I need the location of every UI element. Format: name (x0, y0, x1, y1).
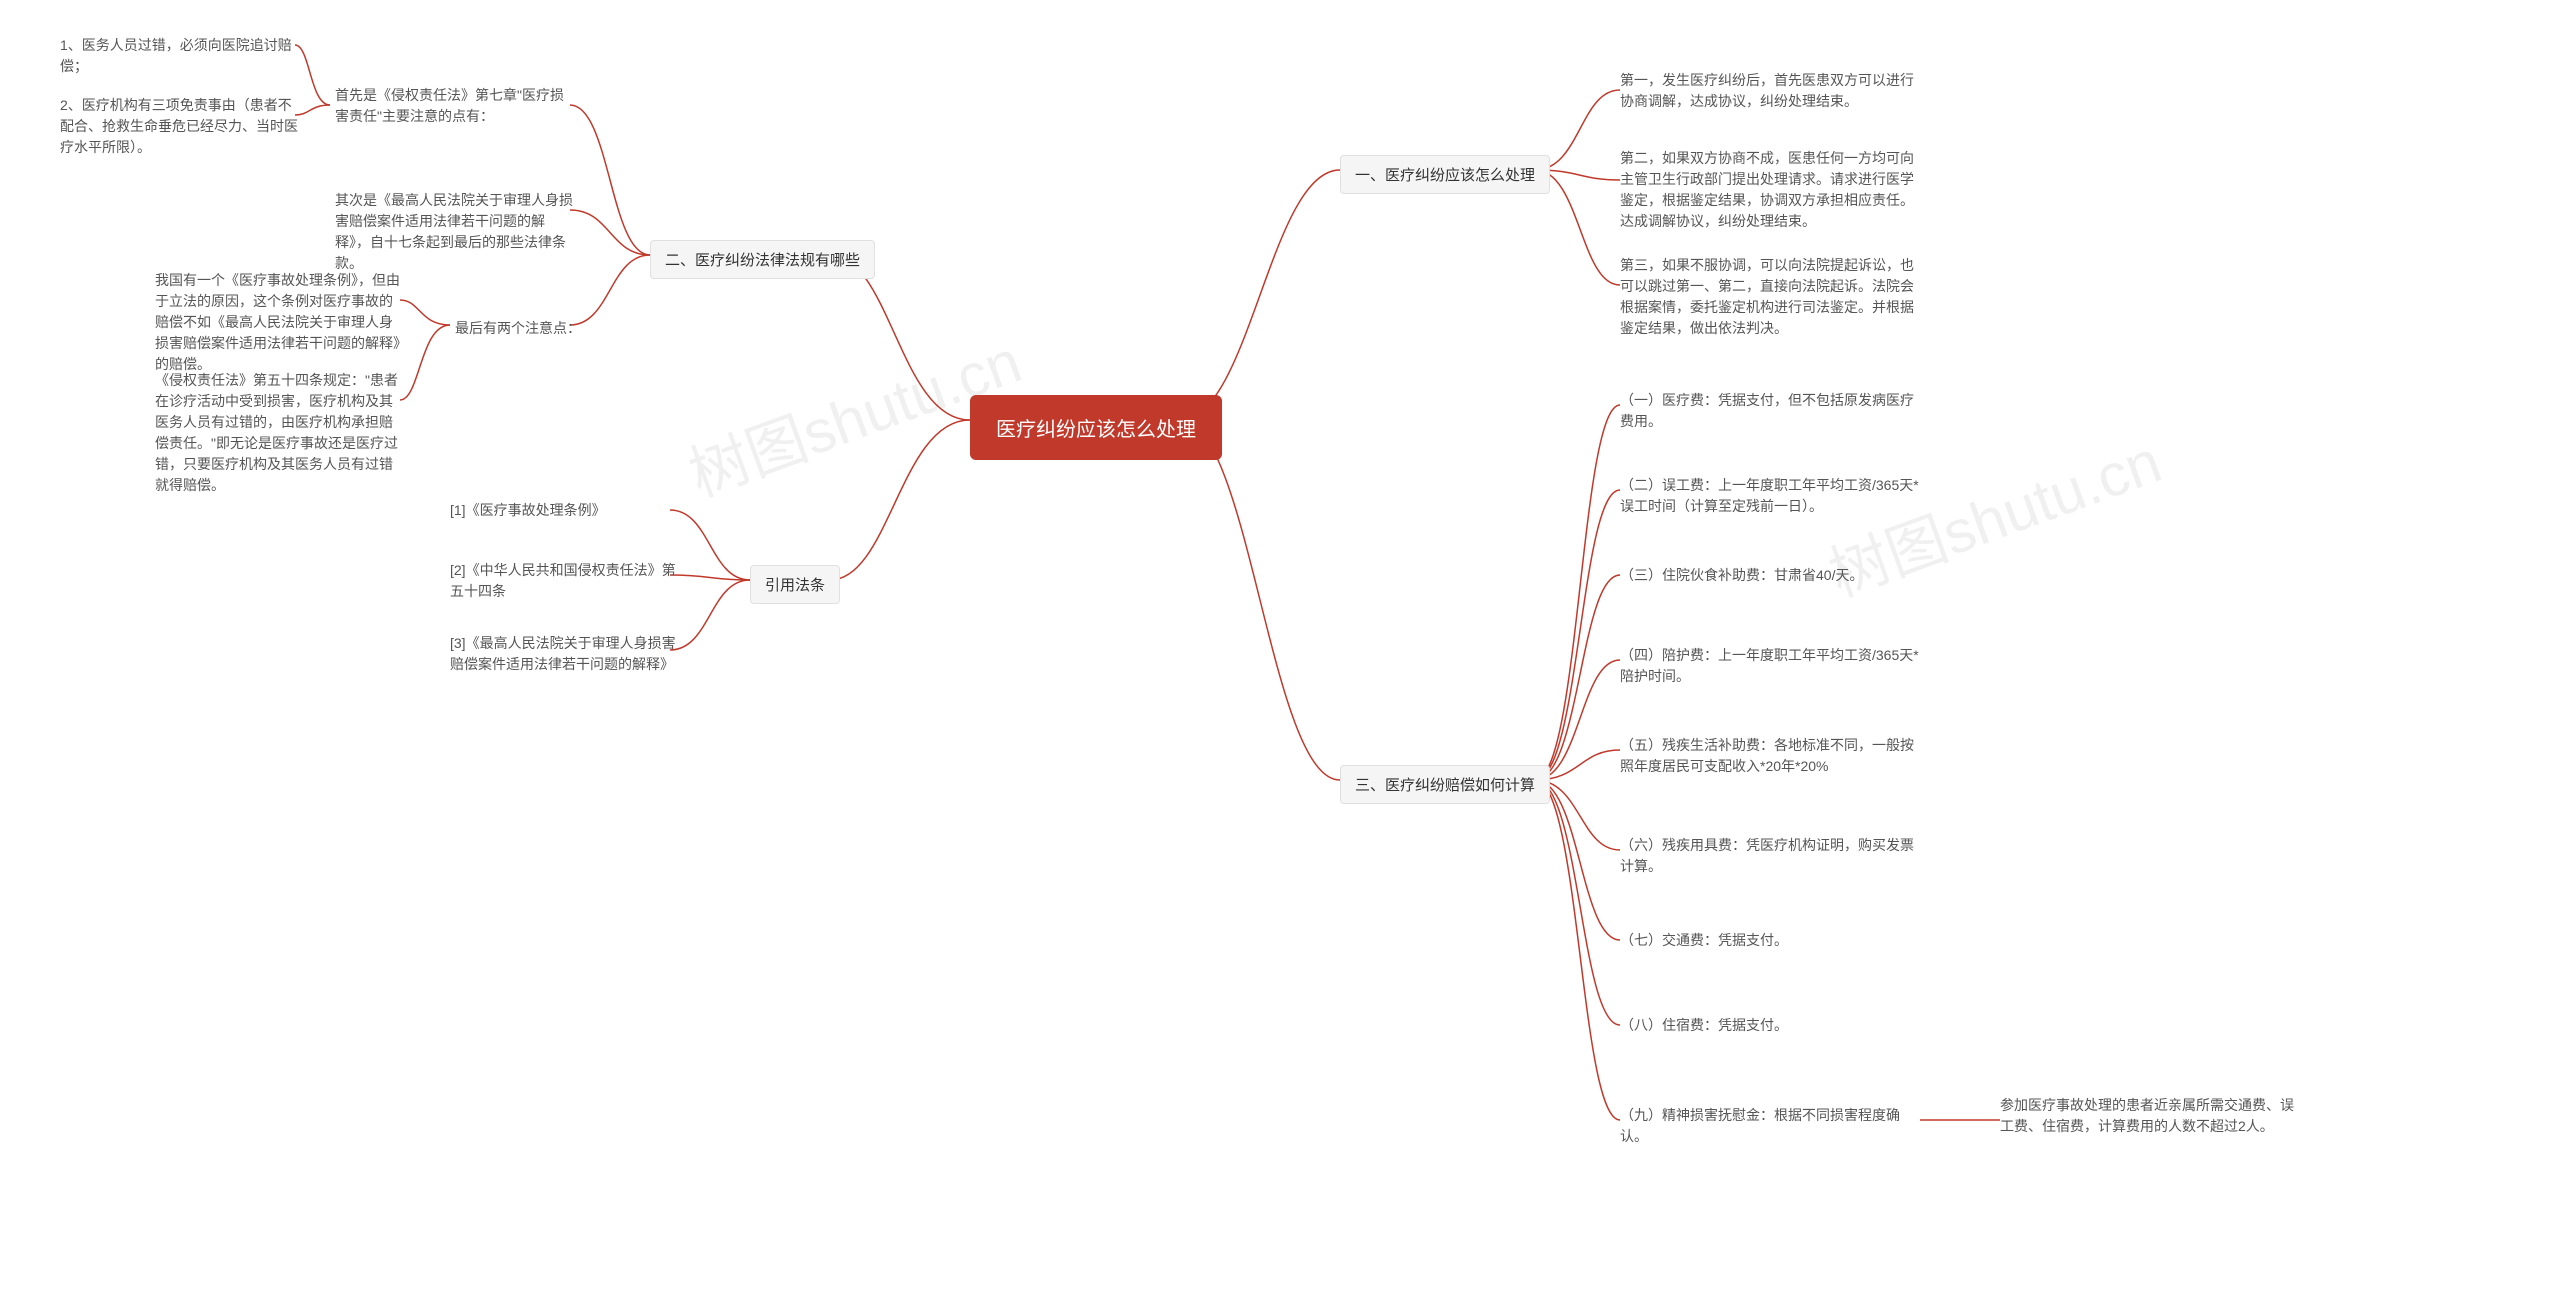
leaf-r3-8: （八）住宿费：凭据支付。 (1620, 1015, 1788, 1036)
leaf-l2-3-1: 我国有一个《医疗事故处理条例》，但由于立法的原因，这个条例对医疗事故的赔偿不如《… (155, 270, 405, 375)
leaf-r1-1: 第一，发生医疗纠纷后，首先医患双方可以进行协商调解，达成协议，纠纷处理结束。 (1620, 70, 1920, 112)
leaf-cite-2: [2]《中华人民共和国侵权责任法》第五十四条 (450, 560, 680, 602)
leaf-r3-9: （九）精神损害抚慰金：根据不同损害程度确认。 (1620, 1105, 1920, 1147)
leaf-r3-6: （六）残疾用具费：凭医疗机构证明，购买发票计算。 (1620, 835, 1920, 877)
leaf-cite-1: [1]《医疗事故处理条例》 (450, 500, 606, 521)
leaf-l2-1: 首先是《侵权责任法》第七章"医疗损害责任"主要注意的点有： (335, 85, 575, 127)
branch-left-cite[interactable]: 引用法条 (750, 565, 840, 604)
leaf-r1-2: 第二，如果双方协商不成，医患任何一方均可向主管卫生行政部门提出处理请求。请求进行… (1620, 148, 1920, 232)
branch-label: 引用法条 (765, 577, 825, 594)
leaf-r3-1: （一）医疗费：凭据支付，但不包括原发病医疗费用。 (1620, 390, 1920, 432)
leaf-l2-2: 其次是《最高人民法院关于审理人身损害赔偿案件适用法律若干问题的解释》，自十七条起… (335, 190, 575, 274)
leaf-r3-5: （五）残疾生活补助费：各地标准不同，一般按照年度居民可支配收入*20年*20% (1620, 735, 1920, 777)
branch-right-3[interactable]: 三、医疗纠纷赔偿如何计算 (1340, 765, 1550, 804)
leaf-l2-3-2: 《侵权责任法》第五十四条规定："患者在诊疗活动中受到损害，医疗机构及其医务人员有… (155, 370, 405, 496)
leaf-r3-4: （四）陪护费：上一年度职工年平均工资/365天*陪护时间。 (1620, 645, 1920, 687)
branch-label: 二、医疗纠纷法律法规有哪些 (665, 252, 860, 269)
branch-right-1[interactable]: 一、医疗纠纷应该怎么处理 (1340, 155, 1550, 194)
leaf-cite-3: [3]《最高人民法院关于审理人身损害赔偿案件适用法律若干问题的解释》 (450, 633, 680, 675)
leaf-l2-1-1: 1、医务人员过错，必须向医院追讨赔偿； (60, 35, 300, 77)
root-label: 医疗纠纷应该怎么处理 (996, 419, 1196, 441)
branch-left-2[interactable]: 二、医疗纠纷法律法规有哪些 (650, 240, 875, 279)
branch-label: 一、医疗纠纷应该怎么处理 (1355, 167, 1535, 184)
leaf-r3-2: （二）误工费：上一年度职工年平均工资/365天*误工时间（计算至定残前一日）。 (1620, 475, 1920, 517)
branch-label: 三、医疗纠纷赔偿如何计算 (1355, 777, 1535, 794)
leaf-l2-1-2: 2、医疗机构有三项免责事由（患者不配合、抢救生命垂危已经尽力、当时医疗水平所限）… (60, 95, 300, 158)
root-node[interactable]: 医疗纠纷应该怎么处理 (970, 395, 1222, 460)
leaf-l2-3: 最后有两个注意点： (455, 318, 581, 339)
leaf-r3-7: （七）交通费：凭据支付。 (1620, 930, 1788, 951)
leaf-r1-3: 第三，如果不服协调，可以向法院提起诉讼，也可以跳过第一、第二，直接向法院起诉。法… (1620, 255, 1920, 339)
leaf-r3-3: （三）住院伙食补助费：甘肃省40/天。 (1620, 565, 1863, 586)
leaf-r3-9-1: 参加医疗事故处理的患者近亲属所需交通费、误工费、住宿费，计算费用的人数不超过2人… (2000, 1095, 2300, 1137)
